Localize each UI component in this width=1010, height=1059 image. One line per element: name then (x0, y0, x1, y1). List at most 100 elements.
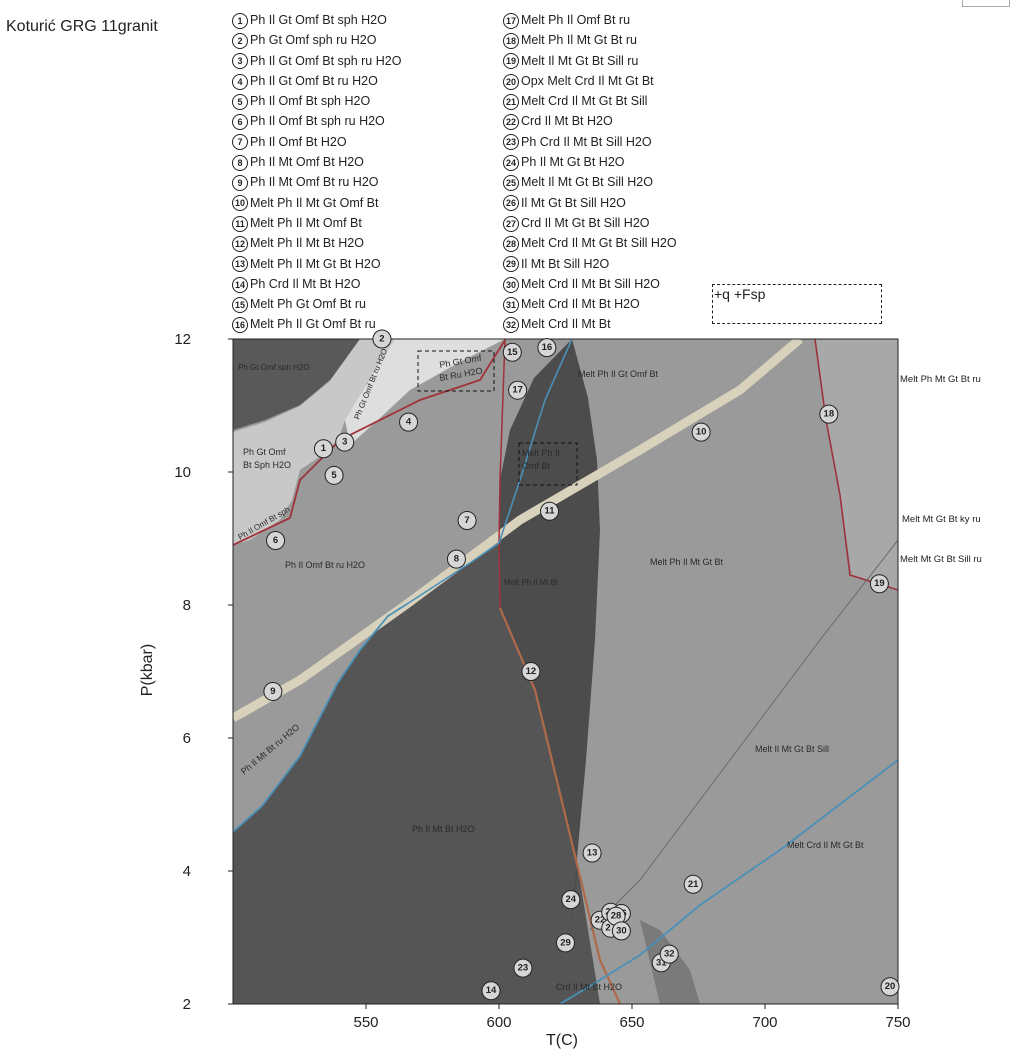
region-number-text: 18 (824, 409, 835, 420)
legend-row: 9 Ph Il Mt Omf Bt ru H2O (232, 172, 401, 192)
legend-text: Ph Il Gt Omf Bt sph ru H2O (250, 53, 402, 68)
legend-number: 21 (503, 93, 519, 110)
region-number-circle (869, 574, 889, 594)
boundary-red-right (814, 339, 898, 591)
field-label: Omf Bt (522, 461, 551, 471)
legend-right: 17 Melt Ph Il Omf Bt ru 18 Melt Ph Il Mt Gt… (503, 10, 677, 335)
legend-number: 26 (503, 195, 519, 212)
region-number-circle (508, 380, 528, 400)
legend-text: Melt Ph Il Mt Omf Bt (250, 215, 362, 230)
region-number-text: 7 (464, 515, 469, 526)
legend-number: 9 (232, 175, 248, 192)
region-number: 20 (880, 977, 900, 997)
legend-number: 7 (232, 134, 248, 151)
legend-row: 28 Melt Crd Il Mt Gt Bt Sill H2O (503, 233, 677, 253)
region-number-text: 4 (406, 417, 412, 428)
region-number: 7 (457, 511, 477, 531)
boundary-red-diagonal (498, 607, 622, 1004)
legend-row: 24 Ph Il Mt Gt Bt H2O (503, 152, 677, 172)
region-number-text: 30 (616, 925, 627, 936)
legend-text: Ph Il Mt Omf Bt ru H2O (250, 175, 379, 190)
legend-number: 1 (232, 12, 248, 29)
field-label: Melt Mt Gt Bt Sill ru (900, 554, 982, 565)
legend-number: 25 (503, 175, 519, 192)
y-tick-label: 10 (174, 464, 191, 481)
region-number-circle (582, 843, 602, 863)
y-tick-label: 4 (183, 863, 191, 880)
annotation-box-1 (417, 350, 495, 392)
extra-phases-box (712, 284, 882, 324)
region-number-circle (611, 921, 631, 941)
region-number-text: 24 (566, 894, 577, 905)
legend-row: 7 Ph Il Omf Bt H2O (232, 132, 401, 152)
region-number-text: 5 (331, 470, 337, 481)
region-number-text: 23 (518, 963, 529, 974)
field-upper-left-dark (233, 339, 360, 430)
legend-number: 22 (503, 114, 519, 131)
legend-row: 1 Ph Il Gt Omf Bt sph H2O (232, 10, 401, 30)
legend-number: 27 (503, 215, 519, 232)
field-label: Ph Il Omf Bt ru H2O (285, 560, 365, 570)
legend-text: Crd Il Mt Gt Bt Sill H2O (521, 215, 650, 230)
legend-left: 1 Ph Il Gt Omf Bt sph H2O 2 Ph Gt Omf sph r… (232, 10, 401, 335)
boundary-blue-upper (406, 339, 573, 605)
legend-text: Ph Gt Omf sph ru H2O (250, 33, 377, 48)
plot-frame (232, 338, 899, 1005)
x-tick-label: 550 (353, 1014, 378, 1031)
region-number-circle (324, 465, 344, 485)
x-tick-label: 750 (885, 1014, 910, 1031)
legend-number: 29 (503, 256, 519, 273)
x-tick-label: 650 (619, 1014, 644, 1031)
legend-number: 8 (232, 154, 248, 171)
region-number: 1 (313, 439, 333, 459)
region-number-text: 16 (542, 342, 553, 353)
legend-text: Ph Il Gt Omf Bt sph H2O (250, 13, 387, 27)
region-number: 11 (540, 501, 560, 521)
boundary-blue-lower (559, 759, 898, 1004)
legend-text: Melt Ph Il Mt Gt Bt ru (521, 33, 637, 48)
region-number-text: 21 (688, 879, 699, 890)
region-number: 29 (556, 933, 575, 953)
field-boundaries (233, 339, 898, 1004)
region-number-circle (313, 439, 333, 459)
legend-row: 6 Ph Il Omf Bt sph ru H2O (232, 111, 401, 131)
legend-number: 32 (503, 317, 519, 334)
region-number-circle (659, 944, 679, 964)
legend-number: 4 (232, 73, 248, 90)
region-number-circle (540, 501, 560, 521)
legend-text: Melt Ph Il Mt Gt Bt H2O (250, 256, 381, 271)
boundary-blue-left (233, 603, 408, 833)
legend-text: Melt Crd Il Mt Bt (521, 317, 611, 332)
region-number-text: 15 (507, 347, 518, 358)
region-number-text: 8 (454, 554, 459, 565)
region-number-text: 28 (611, 911, 622, 922)
legend-number: 15 (232, 296, 248, 313)
field-label: Melt Ph Il Mt Gt Bt (650, 557, 724, 567)
field-label: Melt Ph Mt Gt Bt ru (900, 374, 981, 385)
region-number: 16 (537, 338, 557, 358)
legend-row: 17 Melt Ph Il Omf Bt ru (503, 10, 677, 30)
legend-row: 13 Melt Ph Il Mt Gt Bt H2O (232, 254, 401, 274)
field-label: Melt Ph Il Gt Omf Bt (578, 369, 659, 379)
legend-number: 19 (503, 53, 519, 70)
y-tick-label: 2 (183, 996, 191, 1013)
region-number: 9 (263, 681, 283, 701)
region-number-text: 29 (560, 937, 571, 948)
legend-row: 20 Opx Melt Crd Il Mt Gt Bt (503, 71, 677, 91)
legend-row: 18 Melt Ph Il Mt Gt Bt ru (503, 30, 677, 50)
legend-row: 15 Melt Ph Gt Omf Bt ru (232, 294, 401, 314)
region-number: 8 (446, 549, 466, 569)
legend-row: 25 Melt Il Mt Gt Bt Sill H2O (503, 172, 677, 192)
region-number-circle (556, 933, 575, 953)
y-tick-label: 12 (174, 331, 191, 348)
region-number: 28 (606, 906, 626, 926)
legend-row: 23 Ph Crd Il Mt Bt Sill H2O (503, 132, 677, 152)
legend-text: Melt Ph Gt Omf Bt ru (250, 297, 366, 312)
region-number-circle (880, 977, 900, 997)
region-number: 17 (508, 380, 528, 400)
legend-row: 32 Melt Crd Il Mt Bt (503, 314, 677, 334)
legend-number: 13 (232, 256, 248, 273)
region-number: 6 (266, 530, 286, 550)
field-label: Melt Ph Il (522, 448, 560, 458)
